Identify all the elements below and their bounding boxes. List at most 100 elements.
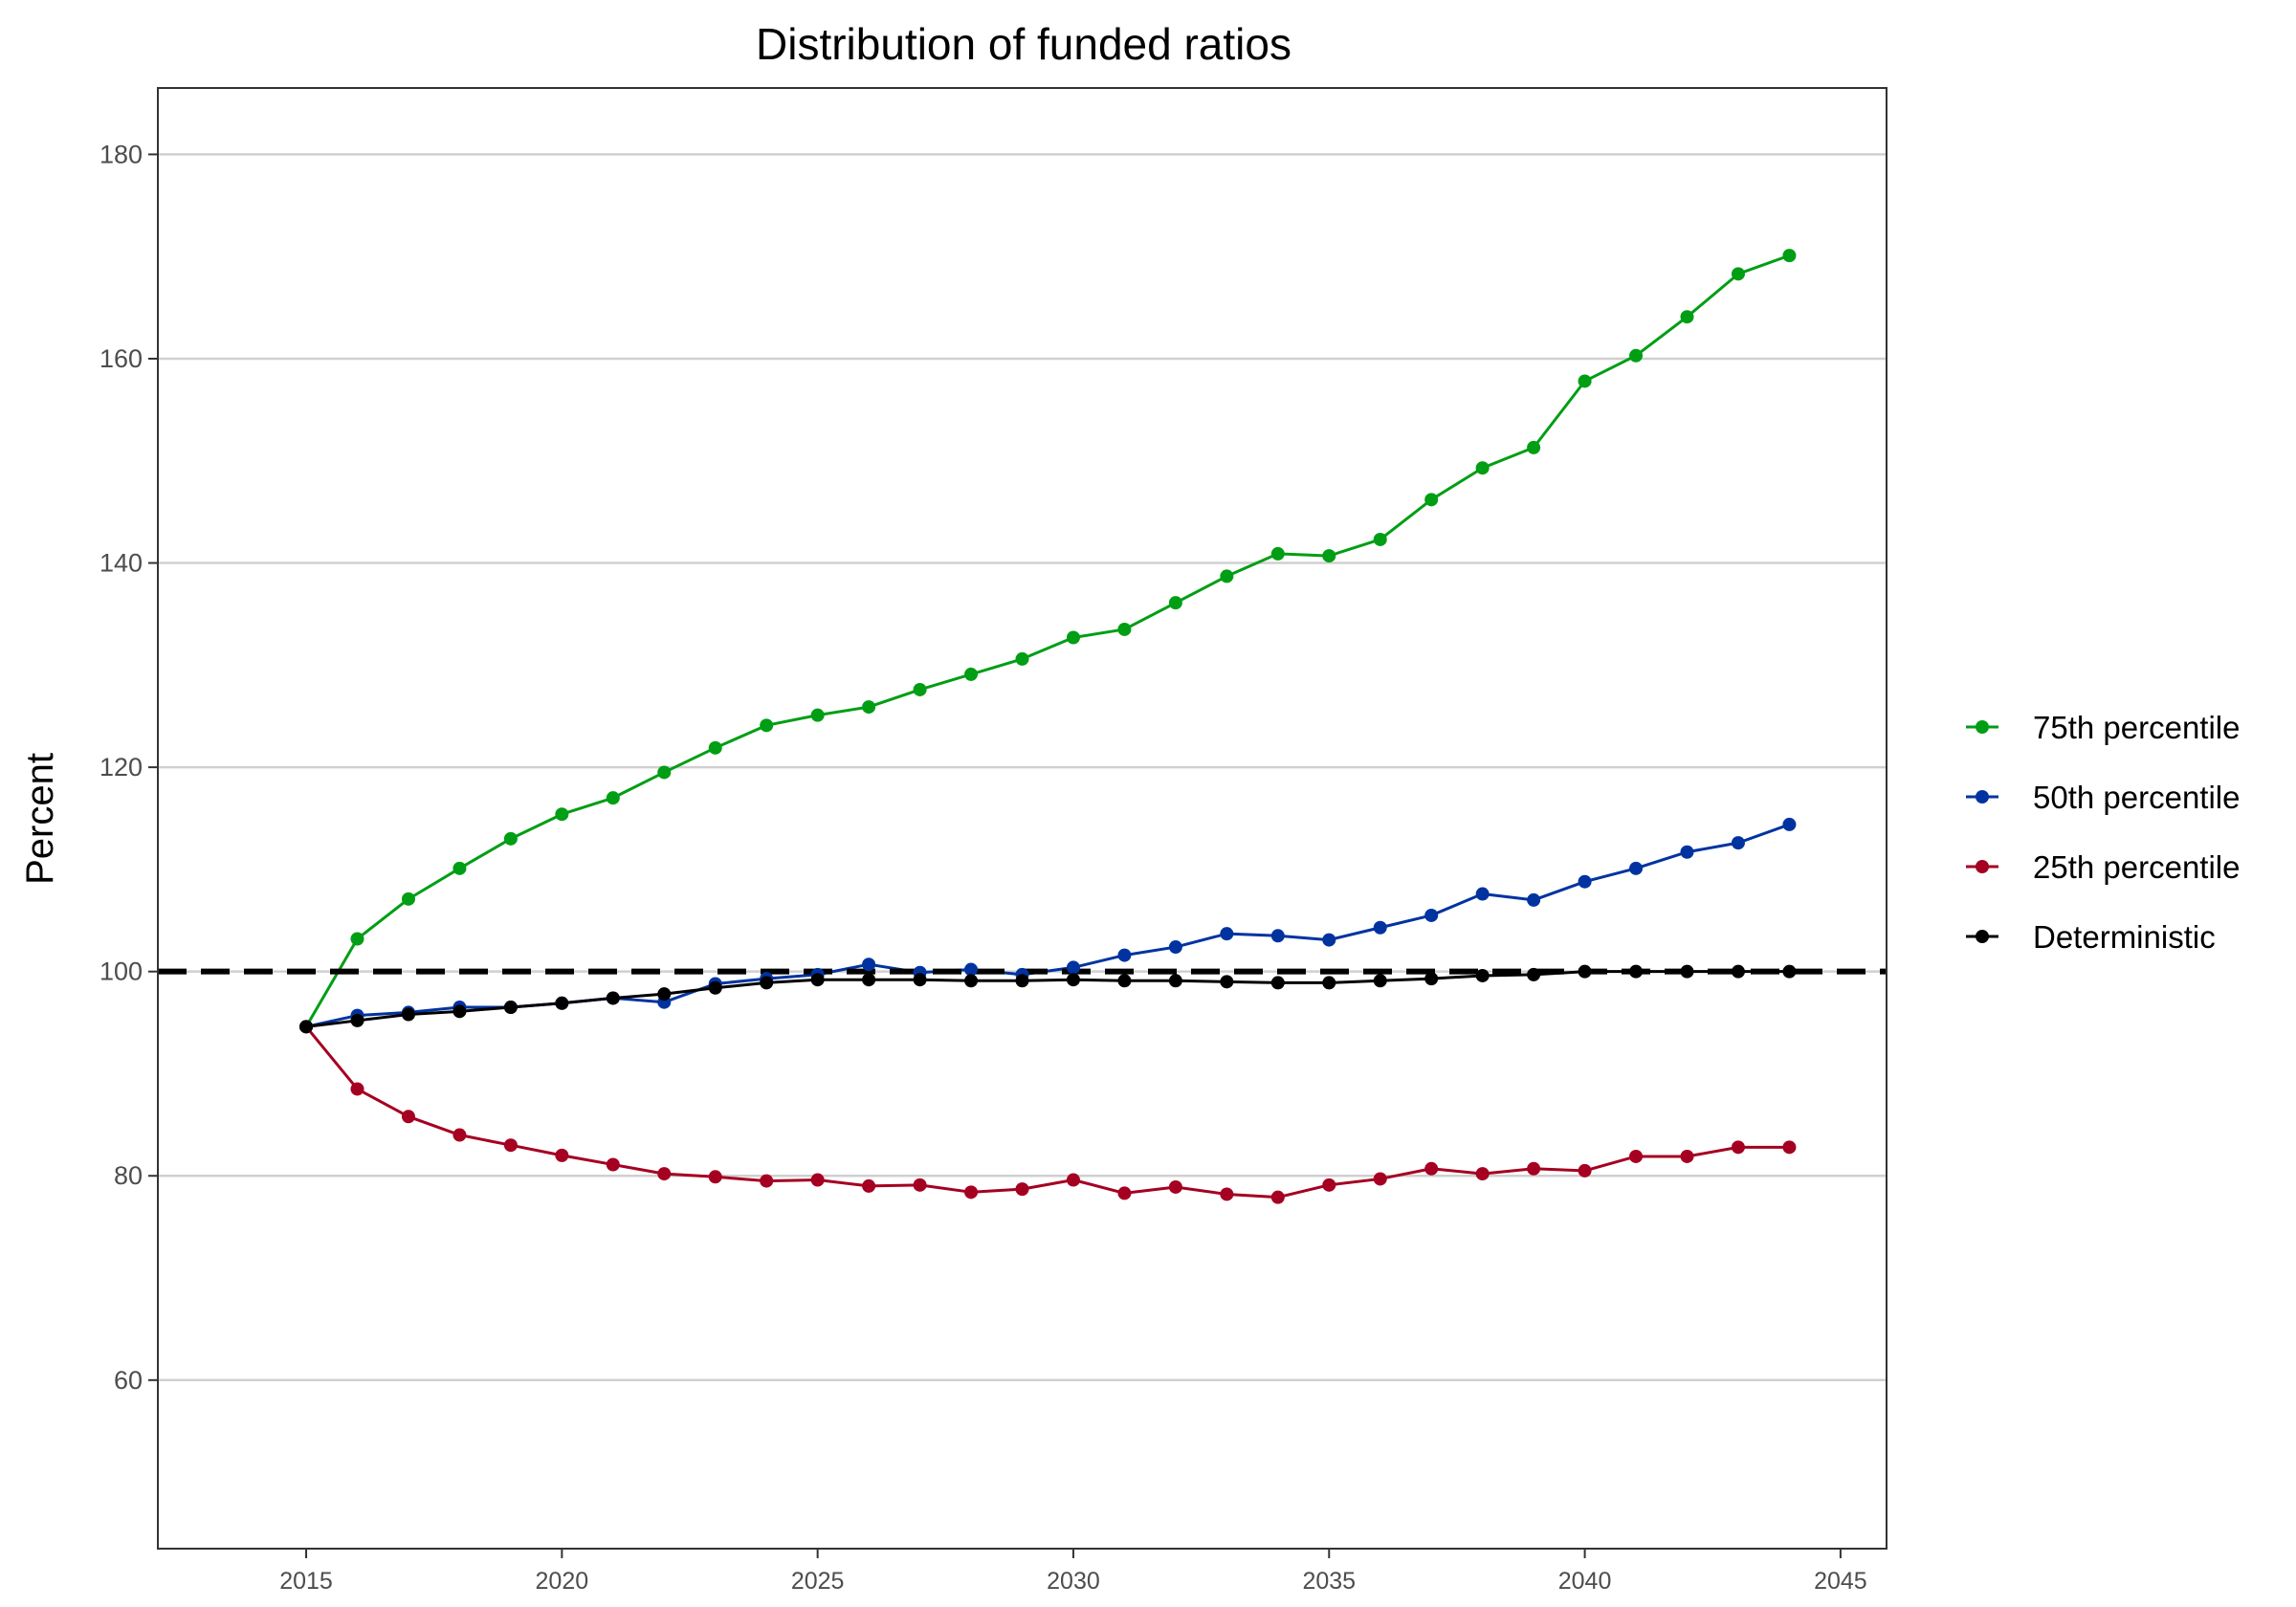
data-point [401, 892, 415, 906]
legend-key-point [1976, 930, 1989, 943]
data-point [760, 976, 774, 990]
data-point [1117, 622, 1132, 636]
data-point [1782, 249, 1797, 263]
legend-label: 25th percentile [2033, 849, 2240, 885]
data-point [1475, 887, 1490, 901]
data-point [299, 1020, 314, 1034]
data-point [760, 718, 774, 733]
data-point [1015, 974, 1029, 988]
series-line [305, 970, 1790, 1028]
legend-label: 75th percentile [2033, 710, 2240, 745]
data-point [1220, 927, 1234, 941]
data-point [913, 973, 927, 987]
y-tick-label: 120 [99, 753, 143, 781]
legend-key-point [1976, 790, 1989, 804]
data-point [1475, 968, 1490, 982]
data-point [1424, 493, 1439, 507]
data-point [1270, 1190, 1285, 1204]
legend-key-point [1976, 860, 1989, 873]
data-point [1322, 549, 1336, 563]
data-point [1578, 874, 1592, 889]
data-point [1270, 546, 1285, 561]
grid-lines [158, 153, 1887, 1382]
data-point [1629, 861, 1644, 875]
data-point [862, 958, 876, 972]
data-point [1782, 964, 1797, 979]
data-point [1066, 973, 1080, 987]
data-point [1322, 976, 1336, 990]
data-point [606, 791, 620, 805]
data-point [1527, 967, 1541, 981]
data-point [1475, 461, 1490, 475]
data-point [1527, 440, 1541, 454]
data-point [1066, 1173, 1080, 1187]
data-point [1220, 975, 1234, 989]
data-point [1782, 1140, 1797, 1155]
data-point [1680, 964, 1694, 979]
data-point [1424, 1161, 1439, 1176]
data-point [1680, 1149, 1694, 1163]
data-point [1270, 976, 1285, 990]
data-point [964, 1185, 979, 1200]
x-tick-label: 2045 [1814, 1568, 1867, 1595]
data-point [350, 932, 364, 946]
data-point [1373, 1172, 1387, 1186]
data-point [1117, 1186, 1132, 1200]
data-point [1731, 836, 1745, 850]
data-point [503, 1138, 518, 1153]
y-tick-label: 100 [99, 958, 143, 986]
data-point [1220, 1187, 1234, 1201]
data-point [657, 765, 672, 780]
data-point [913, 682, 927, 696]
legend-key-point [1976, 720, 1989, 734]
data-point [1629, 348, 1644, 363]
y-tick-label: 80 [114, 1161, 143, 1190]
data-point [1015, 1182, 1029, 1197]
data-point [964, 667, 979, 681]
data-point [1270, 929, 1285, 943]
series-line [305, 823, 1790, 1028]
data-point [964, 974, 979, 988]
data-point [913, 1178, 927, 1192]
data-point [1475, 1167, 1490, 1181]
data-point [760, 1174, 774, 1188]
data-point [810, 708, 825, 722]
data-point [1424, 908, 1439, 922]
data-point [1527, 892, 1541, 907]
data-point [810, 1173, 825, 1187]
data-point [1322, 1178, 1336, 1192]
data-point [401, 1110, 415, 1124]
y-tick-label: 140 [99, 549, 143, 578]
data-point [503, 831, 518, 846]
legend-label: Deterministic [2033, 919, 2216, 955]
data-point [1168, 940, 1182, 955]
data-point [453, 861, 467, 875]
data-point [810, 973, 825, 987]
data-point [606, 1157, 620, 1172]
plot-panel-border [157, 87, 1888, 1550]
data-point [1015, 651, 1029, 666]
y-axis: 60 80 100 120 140 160 180 [99, 140, 158, 1395]
data-point [862, 700, 876, 715]
data-point [1117, 948, 1132, 962]
data-point [1782, 817, 1797, 831]
data-point [1117, 974, 1132, 988]
data-point [1731, 964, 1745, 979]
data-point [1373, 532, 1387, 546]
data-point [1527, 1161, 1541, 1176]
data-point [1373, 974, 1387, 988]
data-point [1731, 267, 1745, 281]
x-tick-label: 2020 [536, 1568, 589, 1595]
y-tick-label: 160 [99, 344, 143, 373]
data-point [453, 1128, 467, 1142]
data-point [1629, 1149, 1644, 1163]
series-line [304, 253, 1790, 1028]
data-point [350, 1082, 364, 1096]
x-tick-label: 2015 [279, 1568, 333, 1595]
data-point [555, 807, 569, 822]
data-point [606, 991, 620, 1005]
data-point [1680, 845, 1694, 859]
data-point [862, 973, 876, 987]
